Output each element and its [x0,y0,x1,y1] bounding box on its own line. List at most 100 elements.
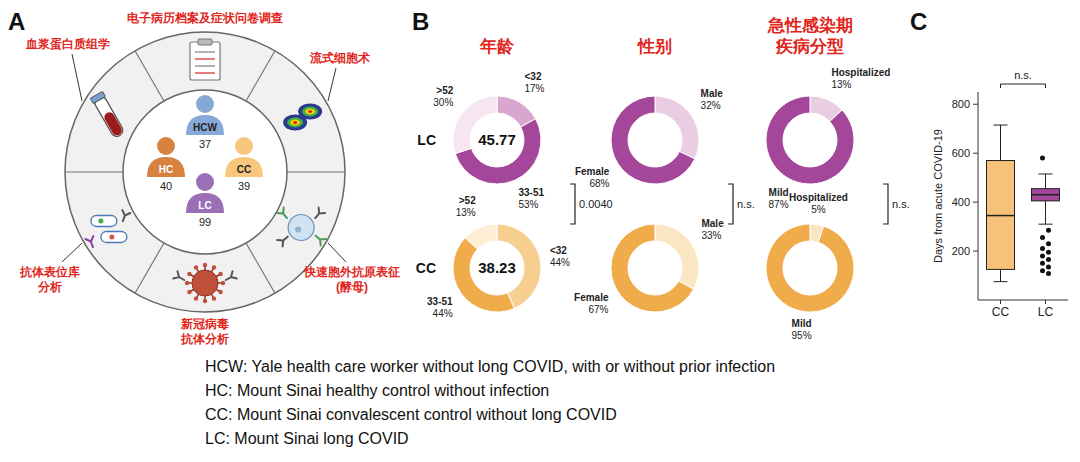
comparison-label: n.s. [1014,69,1032,81]
method-label: 抗体表位库分析 [19,265,80,294]
cohort-figure: HCW37 [186,95,224,150]
comparison-label: n.s. [892,198,910,210]
ring-divider [287,171,345,172]
whisker-cap [1039,173,1053,174]
ring-divider [65,171,123,172]
data-label: 67% [589,304,609,315]
y-tick-label: 200 [952,245,970,257]
y-tick-label: 400 [952,196,970,208]
shape [195,72,215,74]
cohort-n: 99 [199,216,211,228]
data-label: 30% [433,97,453,108]
outer-ring [65,32,345,312]
shape [194,296,198,300]
median [987,215,1015,217]
shape [90,91,105,103]
cohort-head [157,137,175,155]
notes: HCW: Yale health care worker without lon… [205,358,775,447]
shape [91,216,117,227]
whisker-cap [1039,224,1053,225]
shape [187,272,191,276]
y-axis-title: Days from acute COVID-19 [932,129,944,263]
shape [203,263,207,267]
donut-segment [465,224,497,249]
donut-segment [655,224,699,289]
shape [212,296,216,300]
outlier [1046,257,1051,262]
shape [190,42,220,80]
shape [109,235,114,240]
panel-c: C200400600800Days from acute COVID-19CCL… [910,8,1068,319]
shape [203,299,207,303]
box [1032,189,1060,201]
leader-line [328,68,336,101]
cohort-head [235,137,253,155]
segment-name: 33-51 [518,187,544,198]
donut-segment [611,96,695,184]
cohort-head [196,95,214,113]
plot-area [987,125,1060,282]
cohort-figure: CC39 [225,137,263,192]
yeast-icon [277,208,326,247]
method-label-line: 流式细胞术 [309,51,370,65]
leader-line [72,54,82,101]
cohort-body [186,115,224,135]
antibody-icon [119,210,130,222]
comparison-label: 0.0040 [579,198,613,210]
note-line: LC: Mount Sinai long COVID [205,430,409,447]
whisker-cap [994,125,1008,126]
method-label-line: 快速胞外抗原表征 [303,265,400,279]
segment-name: >52 [436,85,453,96]
data-label: 44% [550,257,570,268]
shape [221,281,225,285]
outlier [1046,241,1051,246]
outlier [1046,271,1051,276]
tube-icon [90,91,126,139]
shape [288,215,314,241]
y-tick-label: 600 [952,147,970,159]
cohort-figure: LC99 [186,173,224,228]
comparison-bracket [883,184,888,224]
x-axis [978,300,1068,301]
y-tick [973,104,978,105]
center-value: 45.77 [478,131,516,148]
method-label: 快速胞外抗原表征(酵母) [303,265,400,294]
virus-icon [173,263,236,303]
comparison-bracket [728,184,733,224]
method-label: 电子病历档案及症状问卷调查 [127,11,283,25]
shape [218,290,222,294]
whisker [1000,125,1001,160]
outlier [1040,235,1045,240]
donut-segment [611,224,694,312]
segment-name: Female [574,292,609,303]
ring-divider [246,243,275,293]
x-tick-label: CC [992,305,1010,319]
cohort-name: HC [159,164,173,175]
x-tick [1000,300,1001,304]
cohort-body [225,157,263,177]
method-label-line: 血浆蛋白质组学 [25,37,110,51]
leader-line [328,243,346,262]
shape [101,232,127,243]
outlier [1040,246,1045,251]
data-label: 17% [524,83,544,94]
whisker-cap [994,281,1008,282]
y-tick [973,251,978,252]
shape [298,104,322,120]
data-label: 53% [518,199,538,210]
whisker [1045,174,1046,189]
ring-divider [135,51,164,101]
cohort-name: HCW [193,122,217,133]
outlier [1046,228,1051,233]
center-value: 38.23 [478,259,516,276]
segment-name: Male [701,88,724,99]
shape [98,219,103,224]
shape [218,272,222,276]
column-title: 疾病分型 [775,37,844,56]
data-label: 13% [456,207,476,218]
y-tick-label: 800 [952,98,970,110]
column-title: 急性感染期 [767,16,853,35]
shape [194,265,198,269]
box [987,161,1015,270]
cohort-body [186,193,224,213]
